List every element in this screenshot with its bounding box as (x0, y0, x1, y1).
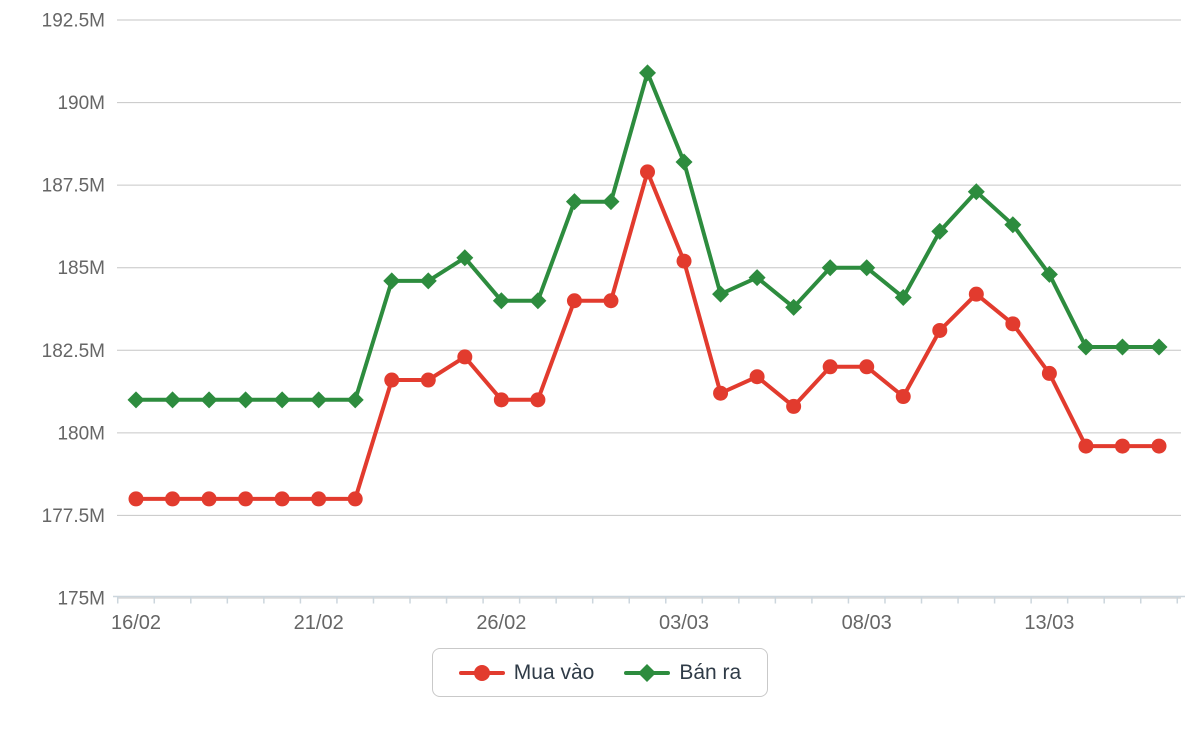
data-point-mua-vao[interactable] (1151, 438, 1167, 454)
data-point-ban-ra[interactable] (565, 193, 583, 211)
data-point-ban-ra[interactable] (931, 222, 949, 240)
data-point-ban-ra[interactable] (602, 193, 620, 211)
data-point-mua-vao[interactable] (347, 491, 363, 507)
data-point-ban-ra[interactable] (1113, 338, 1131, 356)
data-point-ban-ra[interactable] (456, 249, 474, 267)
data-point-ban-ra[interactable] (858, 259, 876, 277)
legend-item-ban-ra[interactable]: Bán ra (624, 662, 741, 683)
data-point-mua-vao[interactable] (895, 389, 911, 405)
data-point-ban-ra[interactable] (237, 391, 255, 409)
x-axis-label: 16/02 (111, 612, 161, 634)
data-point-ban-ra[interactable] (967, 183, 985, 201)
data-point-mua-vao[interactable] (603, 293, 619, 309)
red-circle-line-marker-icon (458, 663, 505, 683)
data-point-mua-vao[interactable] (384, 372, 400, 388)
data-point-ban-ra[interactable] (492, 292, 510, 310)
data-point-ban-ra[interactable] (1077, 338, 1095, 356)
data-point-ban-ra[interactable] (200, 391, 218, 409)
data-point-mua-vao[interactable] (713, 385, 729, 401)
data-point-ban-ra[interactable] (675, 153, 693, 171)
data-point-ban-ra[interactable] (821, 259, 839, 277)
data-point-ban-ra[interactable] (273, 391, 291, 409)
data-point-ban-ra[interactable] (310, 391, 328, 409)
data-point-mua-vao[interactable] (457, 349, 473, 365)
data-point-mua-vao[interactable] (932, 322, 948, 338)
data-point-ban-ra[interactable] (712, 285, 730, 303)
data-point-mua-vao[interactable] (420, 372, 436, 388)
data-point-ban-ra[interactable] (1004, 216, 1022, 234)
y-axis-label: 175M (57, 589, 105, 610)
data-point-mua-vao[interactable] (1041, 365, 1057, 381)
data-point-mua-vao[interactable] (530, 392, 546, 408)
chart-legend: Mua vào Bán ra (431, 648, 769, 697)
data-point-mua-vao[interactable] (822, 359, 838, 375)
data-point-mua-vao[interactable] (786, 398, 802, 414)
data-point-ban-ra[interactable] (346, 391, 364, 409)
y-axis-label: 180M (57, 423, 105, 444)
data-point-mua-vao[interactable] (493, 392, 509, 408)
green-diamond-line-marker-icon (624, 663, 671, 683)
data-point-ban-ra[interactable] (127, 391, 145, 409)
data-point-mua-vao[interactable] (274, 491, 290, 507)
series-line-mua-vao (134, 169, 1161, 501)
data-point-mua-vao[interactable] (566, 293, 582, 309)
data-point-mua-vao[interactable] (1114, 438, 1130, 454)
legend-label-ban-ra: Bán ra (679, 661, 742, 684)
data-point-ban-ra[interactable] (1150, 338, 1168, 356)
data-point-mua-vao[interactable] (201, 491, 217, 507)
data-point-ban-ra[interactable] (419, 272, 437, 290)
data-point-mua-vao[interactable] (1078, 438, 1094, 454)
y-axis-label: 192.5M (42, 11, 105, 32)
data-point-mua-vao[interactable] (676, 253, 692, 269)
price-line-chart: 175M 177.5M 180M 182.5M 185M 187.5M 190M 192.5M… (42, 11, 1185, 634)
data-point-ban-ra[interactable] (383, 272, 401, 290)
x-axis-label: 21/02 (294, 612, 344, 634)
data-point-ban-ra[interactable] (894, 288, 912, 306)
data-point-ban-ra[interactable] (164, 391, 182, 409)
data-point-mua-vao[interactable] (640, 164, 655, 180)
data-point-ban-ra[interactable] (639, 64, 656, 82)
data-point-mua-vao[interactable] (968, 286, 984, 302)
data-point-mua-vao[interactable] (749, 369, 765, 385)
data-point-mua-vao[interactable] (859, 359, 875, 375)
x-axis-label: 13/03 (1024, 612, 1074, 634)
data-point-mua-vao[interactable] (311, 491, 327, 507)
y-axis-label: 185M (57, 258, 105, 279)
data-point-mua-vao[interactable] (165, 491, 181, 507)
data-point-mua-vao[interactable] (238, 491, 254, 507)
y-axis-label: 177.5M (42, 506, 105, 527)
data-point-ban-ra[interactable] (785, 298, 803, 316)
x-axis-label: 08/03 (842, 612, 892, 634)
data-point-ban-ra[interactable] (1040, 265, 1058, 283)
y-axis-label: 182.5M (42, 341, 105, 362)
data-point-ban-ra[interactable] (748, 269, 766, 287)
x-axis-label: 26/02 (476, 612, 526, 634)
legend-row: Mua vào Bán ra (0, 648, 1200, 697)
x-axis-label: 03/03 (659, 612, 709, 634)
legend-item-mua-vao[interactable]: Mua vào (458, 661, 595, 684)
y-axis-label: 187.5M (42, 176, 105, 197)
data-point-ban-ra[interactable] (529, 292, 547, 310)
legend-label-mua-vao: Mua vào (513, 661, 595, 684)
data-point-mua-vao[interactable] (1005, 316, 1021, 332)
data-point-mua-vao[interactable] (128, 491, 144, 507)
y-axis-label: 190M (57, 93, 105, 114)
